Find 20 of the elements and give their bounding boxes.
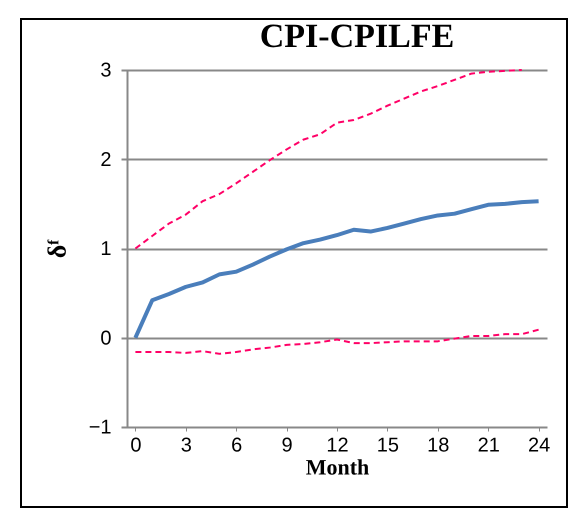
chart-title: CPI-CPILFE [260,18,454,55]
x-tick-label: 21 [478,434,500,456]
line-series [133,199,541,340]
x-tick-label: 12 [326,434,349,456]
x-tick-label: 15 [376,434,400,456]
y-tick-label: 2 [100,148,112,171]
line-series [134,328,540,355]
x-tick-label: 6 [231,434,242,456]
y-tick-label: 0 [100,327,112,350]
x-axis-title: Month [306,454,370,480]
x-tick-label: 0 [130,434,142,456]
y-tick-label: 3 [100,60,112,82]
x-tick-label: 3 [180,434,192,456]
x-tick-label: 24 [528,434,550,456]
y-axis-title: δᶠ [42,238,72,258]
x-tick-label: 9 [282,434,293,456]
x-tick-label: 18 [427,434,450,456]
y-tick-label: 1 [100,238,112,260]
y-tick-label: −1 [88,416,112,438]
line-series [134,69,523,250]
